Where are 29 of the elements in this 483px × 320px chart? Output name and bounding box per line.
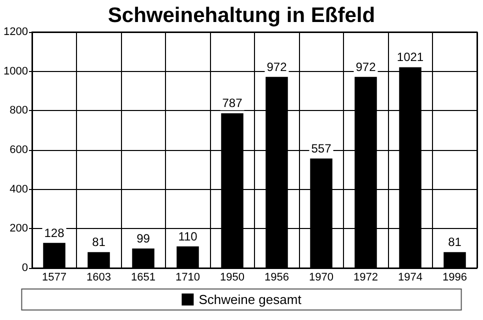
y-tick-label: 400 (10, 183, 28, 196)
data-label: 972 (266, 60, 288, 74)
y-tick-label: 1200 (4, 26, 28, 38)
y-tick-label: 600 (10, 144, 28, 156)
y-tick-label: 800 (10, 104, 28, 117)
x-tick-label: 1972 (354, 272, 378, 284)
data-label: 1021 (396, 50, 424, 64)
x-tick-label: 1710 (176, 272, 200, 284)
y-tick-label: 200 (10, 222, 28, 235)
data-label: 557 (311, 141, 332, 156)
data-label: 99 (136, 232, 150, 246)
data-label: 81 (92, 235, 106, 250)
legend-label: Schweine gesamt (198, 292, 302, 307)
x-tick-label: 1651 (131, 272, 156, 284)
y-tick-label: 0 (22, 262, 28, 274)
data-label: 787 (222, 96, 243, 110)
data-label: 972 (356, 60, 376, 74)
x-tick-label: 1577 (42, 272, 66, 284)
data-label: 110 (178, 229, 198, 244)
data-label: 128 (44, 226, 65, 240)
x-tick-label: 1974 (398, 272, 422, 284)
chart-title: Schweinehaltung in Eßfeld (108, 4, 376, 27)
x-tick-label: 1970 (309, 272, 334, 284)
x-tick-label: 1956 (264, 272, 289, 284)
x-tick-label: 1603 (86, 272, 111, 284)
y-tick-label: 1000 (4, 65, 28, 78)
data-label: 81 (448, 235, 462, 250)
x-tick-label: 1950 (220, 272, 244, 284)
x-tick-label: 1996 (442, 272, 467, 284)
